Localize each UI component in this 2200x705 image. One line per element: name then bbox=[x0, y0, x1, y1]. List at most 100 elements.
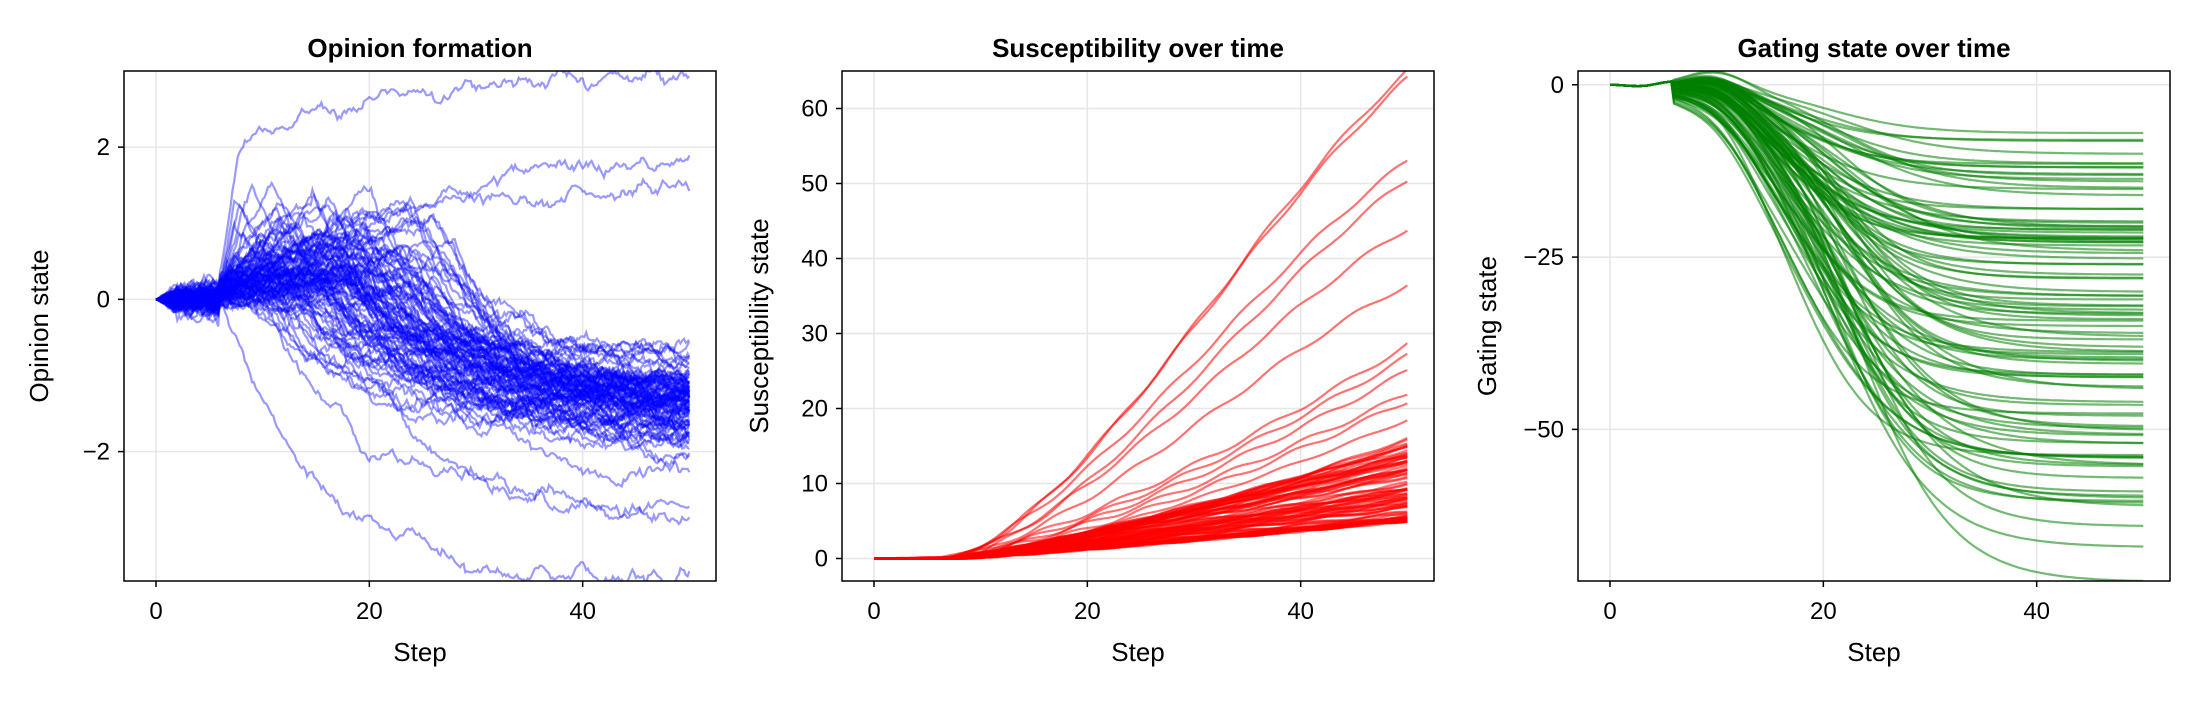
series-line bbox=[1610, 80, 2144, 266]
series-line bbox=[155, 263, 690, 392]
series-line bbox=[155, 71, 690, 313]
series-line bbox=[155, 281, 691, 465]
y-axis-label: Susceptibility state bbox=[744, 218, 774, 433]
series-line bbox=[155, 272, 691, 438]
y-tick-label: 50 bbox=[801, 171, 828, 198]
series-line bbox=[155, 255, 691, 489]
series-line bbox=[155, 277, 691, 412]
series-line bbox=[1610, 80, 2144, 459]
series-line bbox=[155, 185, 690, 444]
x-tick-label: 40 bbox=[1287, 598, 1314, 625]
y-tick-label: 0 bbox=[97, 286, 110, 313]
series-line bbox=[155, 233, 690, 433]
series-lines bbox=[873, 71, 1409, 560]
series-line bbox=[1610, 80, 2144, 429]
series-line bbox=[155, 277, 691, 390]
y-tick-label: −25 bbox=[1523, 244, 1564, 271]
x-tick-label: 40 bbox=[569, 598, 596, 625]
x-tick-label: 0 bbox=[867, 598, 880, 625]
series-line bbox=[156, 283, 690, 437]
series-line bbox=[1610, 80, 2144, 239]
series-line bbox=[156, 227, 690, 424]
series-line bbox=[155, 177, 691, 324]
series-line bbox=[155, 264, 691, 403]
y-tick-label: 30 bbox=[801, 321, 828, 348]
y-axis-label: Gating state bbox=[1472, 256, 1502, 396]
series-line bbox=[155, 239, 691, 370]
series-line bbox=[155, 288, 690, 520]
series-line bbox=[155, 219, 690, 389]
series-line bbox=[155, 258, 691, 384]
series-line bbox=[155, 204, 691, 449]
series-line bbox=[155, 209, 691, 433]
series-line bbox=[155, 256, 690, 451]
x-tick-label: 40 bbox=[2023, 598, 2050, 625]
series-line bbox=[155, 283, 690, 361]
series-line bbox=[156, 211, 690, 402]
series-line bbox=[155, 277, 690, 381]
series-line bbox=[1610, 80, 2144, 356]
series-line bbox=[155, 251, 691, 356]
series-line bbox=[155, 154, 691, 325]
series-line bbox=[1610, 80, 2144, 466]
series-line bbox=[155, 265, 690, 451]
panel-2: 0 20 40 0 10 20 30 40 50 60 Susceptibility over ti… bbox=[744, 33, 1435, 667]
series-line bbox=[155, 263, 691, 403]
plot-frame bbox=[841, 70, 1435, 582]
series-line bbox=[155, 202, 691, 423]
series-line bbox=[155, 292, 691, 526]
series-line bbox=[155, 260, 690, 402]
series-line bbox=[155, 212, 691, 377]
series-line bbox=[155, 247, 690, 473]
series-line bbox=[155, 271, 690, 395]
plot-frame bbox=[123, 70, 717, 582]
series-line bbox=[156, 253, 691, 432]
series-line bbox=[1610, 77, 2144, 280]
series-line bbox=[155, 284, 691, 423]
series-line bbox=[155, 237, 690, 392]
series-line bbox=[156, 195, 690, 417]
series-line bbox=[156, 268, 691, 361]
series-line bbox=[155, 268, 690, 384]
series-line bbox=[155, 251, 691, 413]
x-tick-label: 20 bbox=[1810, 598, 1837, 625]
series-line bbox=[155, 248, 690, 412]
y-tick-label: 60 bbox=[801, 96, 828, 123]
series-line bbox=[155, 193, 691, 411]
series-line bbox=[1610, 80, 2144, 297]
series-line bbox=[155, 279, 691, 388]
x-axis-label: Step bbox=[393, 637, 447, 667]
series-line bbox=[155, 280, 690, 402]
chart-title: Opinion formation bbox=[307, 33, 532, 63]
series-line bbox=[155, 243, 690, 392]
y-tick-label: 20 bbox=[801, 396, 828, 423]
series-line bbox=[155, 225, 691, 414]
series-line bbox=[155, 259, 690, 372]
x-tick-label: 0 bbox=[149, 598, 162, 625]
series-line bbox=[155, 257, 691, 409]
series-line bbox=[155, 210, 691, 395]
series-line bbox=[155, 254, 691, 418]
series-line bbox=[155, 234, 691, 406]
series-line bbox=[874, 480, 1408, 560]
series-line bbox=[1610, 75, 2144, 359]
y-tick-label: 0 bbox=[815, 546, 828, 573]
series-line bbox=[155, 182, 690, 392]
y-tick-label: 40 bbox=[801, 246, 828, 273]
series-line bbox=[155, 241, 691, 415]
series-line bbox=[155, 253, 690, 432]
series-line bbox=[156, 271, 690, 413]
chart-title: Susceptibility over time bbox=[992, 33, 1284, 63]
series-line bbox=[155, 270, 691, 397]
y-axis-label: Opinion state bbox=[24, 249, 54, 402]
x-tick-label: 20 bbox=[1074, 598, 1101, 625]
series-line bbox=[874, 520, 1408, 560]
series-line bbox=[155, 221, 690, 430]
series-line bbox=[155, 238, 691, 399]
series-line bbox=[1610, 80, 2144, 328]
series-line bbox=[156, 275, 690, 403]
series-line bbox=[155, 250, 690, 438]
series-lines bbox=[155, 71, 691, 581]
